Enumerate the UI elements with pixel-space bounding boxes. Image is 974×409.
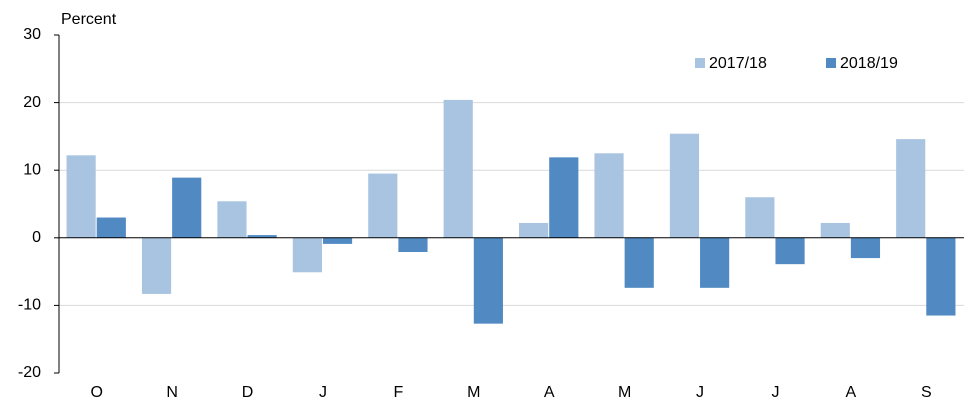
legend-label: 2018/19 — [840, 55, 898, 72]
y-tick-label: 10 — [23, 161, 41, 178]
bar — [700, 237, 730, 288]
bar — [96, 217, 126, 238]
bar — [473, 237, 503, 324]
y-tick-label: -10 — [18, 297, 41, 314]
bar — [141, 237, 172, 294]
x-tick-label: J — [696, 384, 704, 401]
x-tick-label: M — [467, 384, 480, 401]
bar — [775, 237, 805, 265]
x-tick-label: J — [319, 384, 327, 401]
x-tick-label: D — [242, 384, 254, 401]
bar — [926, 237, 956, 316]
y-tick-label: 30 — [23, 26, 41, 43]
x-tick-label: S — [921, 384, 932, 401]
y-tick-label: -20 — [18, 364, 41, 381]
y-tick-label: 0 — [32, 229, 41, 246]
legend-label: 2017/18 — [709, 55, 767, 72]
x-tick-label: J — [771, 384, 779, 401]
bar — [443, 99, 473, 238]
bar — [66, 155, 96, 238]
bar — [322, 237, 353, 244]
bar — [549, 157, 579, 238]
bar — [594, 153, 624, 238]
legend-swatch — [695, 58, 705, 68]
y-tick-label: 20 — [23, 94, 41, 111]
x-tick-label: A — [846, 384, 857, 401]
bar — [292, 237, 322, 273]
bar — [247, 235, 277, 238]
legend-swatch — [826, 58, 836, 68]
x-tick-label: N — [166, 384, 178, 401]
bar — [217, 201, 247, 238]
x-tick-label: O — [90, 384, 102, 401]
x-tick-label: M — [618, 384, 631, 401]
bar — [669, 133, 700, 238]
bar — [624, 237, 654, 288]
x-tick-label: A — [544, 384, 555, 401]
x-tick-label: F — [393, 384, 403, 401]
bar — [368, 173, 398, 238]
bar — [519, 222, 549, 238]
bar — [896, 139, 926, 238]
bar — [398, 237, 428, 252]
bar — [745, 197, 775, 238]
y-axis-label: Percent — [61, 11, 117, 28]
bar — [850, 237, 881, 259]
bar — [820, 222, 850, 238]
bar — [172, 177, 202, 238]
